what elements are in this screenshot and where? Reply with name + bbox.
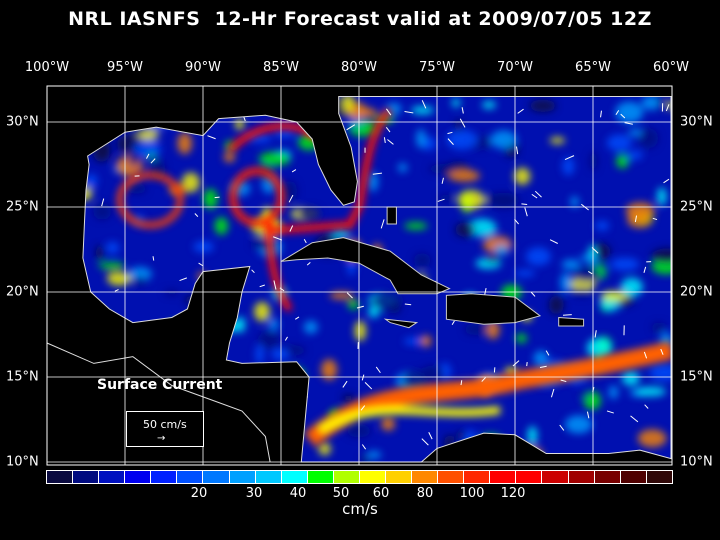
colorbar-swatch xyxy=(568,471,595,483)
legend-scale-label: 50 cm/s xyxy=(143,418,187,431)
lat-label: 10°N xyxy=(680,454,713,470)
colorbar-tick-label: 60 xyxy=(372,486,390,501)
colorbar-tick-label: 40 xyxy=(289,486,307,501)
colorbar-tick-label: 50 xyxy=(332,486,350,501)
lat-label: 15°N xyxy=(680,369,713,385)
lon-label: 100°W xyxy=(24,60,70,75)
colorbar-swatch xyxy=(229,471,256,483)
colorbar-swatch xyxy=(438,471,465,483)
colorbar-swatch xyxy=(594,471,621,483)
coastline xyxy=(82,96,672,463)
colorbar-tick-label: 30 xyxy=(245,486,263,501)
graticule xyxy=(47,86,672,465)
colorbar-swatch xyxy=(255,471,282,483)
lon-label: 60°W xyxy=(653,60,689,75)
colorbar-swatch xyxy=(516,471,543,483)
colorbar-swatch xyxy=(412,471,439,483)
colorbar-swatch xyxy=(646,471,672,483)
colorbar xyxy=(46,470,673,484)
colorbar-swatch xyxy=(307,471,334,483)
colorbar-swatch xyxy=(47,471,74,483)
colorbar-tick-label: 120 xyxy=(500,486,526,501)
colorbar-swatch xyxy=(490,471,517,483)
lat-label: 15°N xyxy=(6,369,39,385)
colorbar-swatch xyxy=(464,471,491,483)
island-andros xyxy=(386,206,397,225)
colorbar-tick-label: 100 xyxy=(459,486,485,501)
colorbar-swatch xyxy=(177,471,204,483)
page-title: NRL IASNFS 12-Hr Forecast valid at 2009/… xyxy=(68,8,652,30)
colorbar-tick-label: 80 xyxy=(416,486,434,501)
colorbar-swatch xyxy=(386,471,413,483)
colorbar-swatch xyxy=(99,471,126,483)
lon-label: 80°W xyxy=(341,60,377,75)
lat-label: 20°N xyxy=(680,284,713,300)
legend-title: Surface Current xyxy=(97,377,223,393)
lat-label: 10°N xyxy=(6,454,39,470)
colorbar-swatch xyxy=(125,471,152,483)
lon-label: 70°W xyxy=(497,60,533,75)
lon-label: 65°W xyxy=(575,60,611,75)
lat-label: 30°N xyxy=(680,114,713,130)
pacific-coastline xyxy=(46,342,271,463)
map-frame xyxy=(46,85,673,466)
colorbar-swatch xyxy=(203,471,230,483)
colorbar-swatch xyxy=(359,471,387,483)
colorbar-swatch xyxy=(333,471,360,483)
lat-label: 20°N xyxy=(6,284,39,300)
current-vectors xyxy=(82,100,670,458)
colorbar-swatch xyxy=(281,471,308,483)
colorbar-swatch xyxy=(620,471,647,483)
lon-label: 90°W xyxy=(185,60,221,75)
lat-label: 25°N xyxy=(6,199,39,215)
lon-label: 75°W xyxy=(419,60,455,75)
colorbar-units: cm/s xyxy=(342,500,378,518)
lat-label: 30°N xyxy=(6,114,39,130)
island-hispaniola xyxy=(445,293,542,325)
lon-label: 95°W xyxy=(107,60,143,75)
colorbar-swatch xyxy=(73,471,100,483)
legend-arrow-icon: → xyxy=(157,433,166,444)
lon-label: 85°W xyxy=(263,60,299,75)
island-puertorico xyxy=(558,316,585,327)
island-jamaica xyxy=(383,318,419,329)
colorbar-tick-label: 20 xyxy=(190,486,208,501)
colorbar-swatch xyxy=(542,471,569,483)
legend-scale-box: 50 cm/s → xyxy=(126,411,204,447)
colorbar-swatch xyxy=(151,471,178,483)
lat-label: 25°N xyxy=(680,199,713,215)
